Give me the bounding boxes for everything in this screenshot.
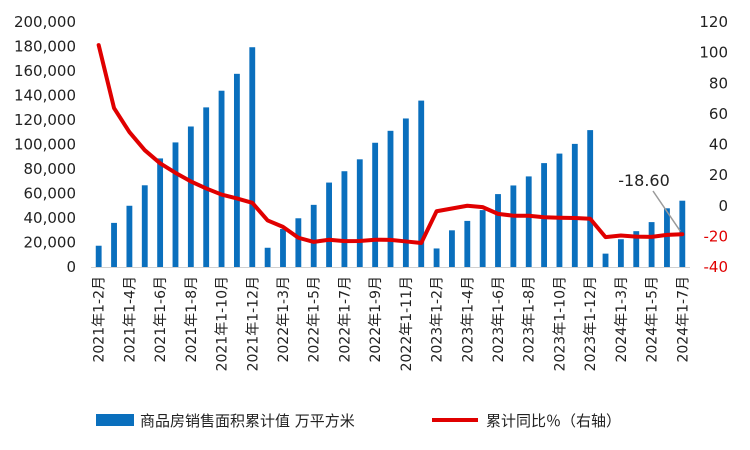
bar [556,153,563,267]
bar [633,231,640,267]
x-tick-label: 2023年1-12月 [583,276,599,371]
bar-series [95,47,686,268]
left-axis: 0 20,000 40,000 60,000 80,000 100,000 120,000 1… [14,13,76,276]
right-tick-label: -40 [704,258,729,276]
bar [387,130,394,267]
left-tick-label: 120,000 [14,111,76,129]
bar [264,247,271,267]
line-series [96,43,685,245]
x-tick-label: 2021年1-12月 [245,276,261,371]
x-tick-label: 2021年1-2月 [92,276,108,363]
bar [541,163,548,267]
legend-swatch-bar [96,414,134,426]
bar [418,100,425,267]
x-tick-label: 2024年1-5月 [645,276,661,363]
x-tick-label: 2021年1-8月 [184,276,200,363]
bar [617,239,624,267]
legend: 商品房销售面积累计值 万平方米 累计同比％（右轴） [96,412,621,430]
x-tick-label: 2023年1-8月 [522,276,538,363]
x-tick-label: 2023年1-6月 [491,276,507,363]
right-axis: -40 -20 0 20 40 60 80 100 120 [699,13,728,276]
bar [187,126,194,268]
annotation-leader [652,190,681,232]
bar [571,143,578,267]
bar [233,73,240,267]
annotation-label: -18.60 [618,171,670,190]
bar [280,228,286,267]
x-tick-label: 2022年1-9月 [368,276,384,363]
annotation: -18.60 [618,171,681,232]
bar [310,204,317,267]
bar [356,159,363,267]
left-tick-label: 160,000 [14,62,76,80]
bar [111,222,117,267]
bar [172,142,179,267]
bar [341,171,348,267]
left-tick-label: 100,000 [14,136,76,154]
bar [648,222,655,267]
x-tick-label: 2024年1-7月 [675,276,691,363]
x-tick-label: 2022年1-3月 [276,276,292,363]
right-tick-label: 80 [709,74,728,92]
left-tick-label: 40,000 [24,209,77,227]
legend-label-bar: 商品房销售面积累计值 万平方米 [140,412,355,430]
right-tick-label: 20 [709,166,728,184]
x-tick-label: 2021年1-10月 [215,276,231,371]
bar [372,142,379,267]
bar [249,47,256,268]
x-axis: 2021年1-2月 2021年1-4月 2021年1-6月 2021年1-8月 2021… [91,267,691,371]
x-tick-label: 2024年1-3月 [614,276,630,363]
right-tick-label: 0 [718,197,728,215]
left-tick-label: 180,000 [14,38,76,56]
bar [326,182,332,267]
bar [510,185,517,267]
x-tick-label: 2023年1-4月 [460,276,476,363]
x-tick-label: 2022年1-11月 [399,276,415,371]
bar [464,220,471,267]
bar [479,210,486,267]
left-tick-label: 200,000 [14,13,76,31]
right-tick-label: -20 [704,227,729,245]
bar [495,194,501,267]
bar [157,158,164,267]
left-tick-label: 80,000 [24,160,77,178]
bar [602,253,609,267]
bar [402,118,409,267]
x-tick-label: 2021年1-6月 [153,276,169,363]
x-tick-label: 2023年1-10月 [552,276,568,371]
legend-label-line: 累计同比％（右轴） [486,412,621,430]
bar [525,176,532,267]
left-tick-label: 20,000 [24,234,77,252]
x-tick-label: 2022年1-5月 [307,276,323,363]
left-tick-label: 140,000 [14,87,76,105]
right-tick-label: 60 [709,105,728,123]
right-tick-label: 120 [699,13,728,31]
bar [95,245,102,267]
bar [141,185,148,267]
bar [433,248,440,267]
bar [295,218,302,267]
x-tick-label: 2023年1-2月 [430,276,446,363]
bar [218,90,225,267]
x-tick-label: 2022年1-7月 [337,276,353,363]
right-tick-label: 40 [709,136,728,154]
bar [587,130,594,267]
x-tick-label: 2021年1-4月 [122,276,138,363]
left-tick-label: 0 [66,258,76,276]
bar [449,230,455,267]
right-tick-label: 100 [699,44,728,62]
bar [126,205,133,267]
bar [664,208,670,267]
left-tick-label: 60,000 [24,185,77,203]
